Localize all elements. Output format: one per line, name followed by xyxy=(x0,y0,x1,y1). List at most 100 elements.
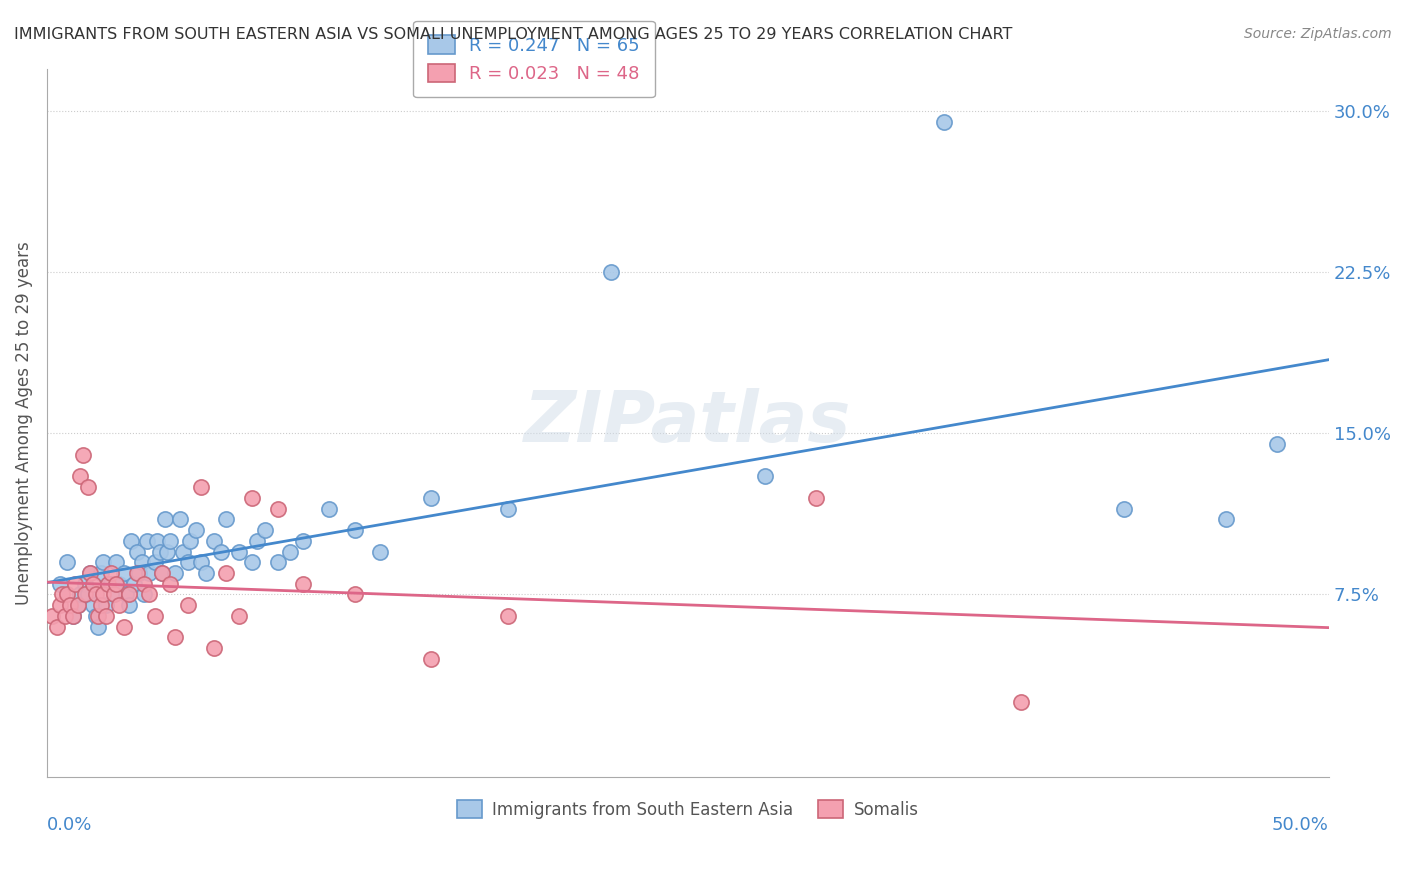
Point xyxy=(97,576,120,591)
Point xyxy=(143,555,166,569)
Point xyxy=(56,555,79,569)
Point xyxy=(125,566,148,580)
Point xyxy=(66,598,89,612)
Text: IMMIGRANTS FROM SOUTH EASTERN ASIA VS SOMALI UNEMPLOYMENT AMONG AGES 25 TO 29 YE: IMMIGRANTS FROM SOUTH EASTERN ASIA VS SO… xyxy=(14,27,1012,42)
Point xyxy=(153,512,176,526)
Point xyxy=(209,544,232,558)
Point xyxy=(228,544,250,558)
Text: 50.0%: 50.0% xyxy=(1272,815,1329,834)
Point xyxy=(51,587,73,601)
Text: 0.0%: 0.0% xyxy=(46,815,93,834)
Point xyxy=(118,598,141,612)
Point xyxy=(343,523,366,537)
Point xyxy=(41,609,63,624)
Point xyxy=(202,533,225,548)
Point xyxy=(128,566,150,580)
Point xyxy=(56,587,79,601)
Point xyxy=(82,598,104,612)
Point xyxy=(194,566,217,580)
Point xyxy=(228,609,250,624)
Point xyxy=(103,587,125,601)
Point xyxy=(48,598,70,612)
Point xyxy=(112,566,135,580)
Point xyxy=(1010,695,1032,709)
Point xyxy=(368,544,391,558)
Point xyxy=(240,555,263,569)
Point xyxy=(87,609,110,624)
Point xyxy=(72,448,94,462)
Point xyxy=(280,544,302,558)
Point xyxy=(215,566,238,580)
Point xyxy=(46,620,69,634)
Point xyxy=(118,587,141,601)
Point xyxy=(103,587,125,601)
Point xyxy=(94,609,117,624)
Point xyxy=(77,480,100,494)
Point xyxy=(600,265,623,279)
Point xyxy=(62,609,84,624)
Point xyxy=(156,544,179,558)
Point xyxy=(292,576,315,591)
Point xyxy=(138,566,160,580)
Point xyxy=(62,609,84,624)
Point xyxy=(69,587,91,601)
Point xyxy=(159,576,181,591)
Point xyxy=(165,631,187,645)
Point xyxy=(121,533,143,548)
Point xyxy=(266,555,288,569)
Point xyxy=(184,523,207,537)
Point xyxy=(150,566,173,580)
Point xyxy=(498,609,520,624)
Point xyxy=(253,523,276,537)
Point xyxy=(498,501,520,516)
Point xyxy=(934,115,956,129)
Point xyxy=(420,491,443,505)
Point xyxy=(190,480,212,494)
Point xyxy=(94,598,117,612)
Legend: Immigrants from South Eastern Asia, Somalis: Immigrants from South Eastern Asia, Soma… xyxy=(450,794,925,825)
Point xyxy=(77,587,100,601)
Point xyxy=(107,598,129,612)
Point xyxy=(143,609,166,624)
Point xyxy=(82,576,104,591)
Point xyxy=(135,533,157,548)
Point xyxy=(804,491,827,505)
Point xyxy=(69,469,91,483)
Point xyxy=(66,598,89,612)
Point xyxy=(131,555,153,569)
Point xyxy=(100,576,122,591)
Point xyxy=(134,576,156,591)
Point xyxy=(1112,501,1135,516)
Point xyxy=(146,533,169,548)
Point xyxy=(91,555,114,569)
Point xyxy=(59,598,82,612)
Point xyxy=(246,533,269,548)
Point xyxy=(318,501,340,516)
Point xyxy=(754,469,776,483)
Point xyxy=(75,587,97,601)
Point xyxy=(292,533,315,548)
Point xyxy=(79,566,101,580)
Point xyxy=(125,544,148,558)
Point xyxy=(48,576,70,591)
Point xyxy=(134,587,156,601)
Point xyxy=(53,609,76,624)
Point xyxy=(138,587,160,601)
Point xyxy=(105,555,128,569)
Point xyxy=(179,533,201,548)
Y-axis label: Unemployment Among Ages 25 to 29 years: Unemployment Among Ages 25 to 29 years xyxy=(15,241,32,605)
Point xyxy=(122,576,145,591)
Point xyxy=(84,609,107,624)
Point xyxy=(87,620,110,634)
Point xyxy=(177,555,200,569)
Point xyxy=(100,566,122,580)
Point xyxy=(343,587,366,601)
Point xyxy=(266,501,288,516)
Point xyxy=(202,641,225,656)
Point xyxy=(169,512,191,526)
Point xyxy=(1267,437,1289,451)
Point xyxy=(150,566,173,580)
Point xyxy=(105,576,128,591)
Point xyxy=(107,576,129,591)
Point xyxy=(420,652,443,666)
